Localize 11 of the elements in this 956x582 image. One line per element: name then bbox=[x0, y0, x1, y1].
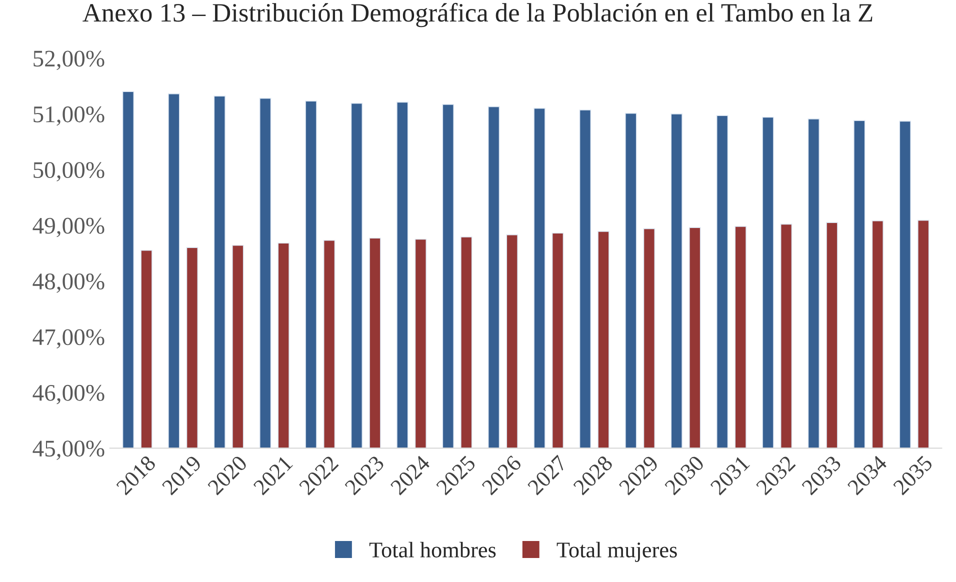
y-tick-label: 47,00% bbox=[32, 329, 104, 349]
y-tick-label: 49,00% bbox=[32, 218, 104, 238]
y-tick-label: 52,00% bbox=[34, 50, 104, 70]
legend-label: Total hombres bbox=[369, 542, 496, 558]
legend-label: Total mujeres bbox=[556, 542, 677, 562]
y-tick-label: 48,00% bbox=[32, 274, 104, 293]
y-tick-label: 45,00% bbox=[32, 440, 104, 460]
y-tick-label: 51,00% bbox=[34, 106, 104, 126]
y-tick-label: 50,00% bbox=[34, 162, 104, 182]
y-tick-label: 46,00% bbox=[32, 384, 104, 404]
chart-title: Anexo 13 – Distribución Demográfica de la Población en el Tambo en la Z bbox=[82, 2, 872, 28]
